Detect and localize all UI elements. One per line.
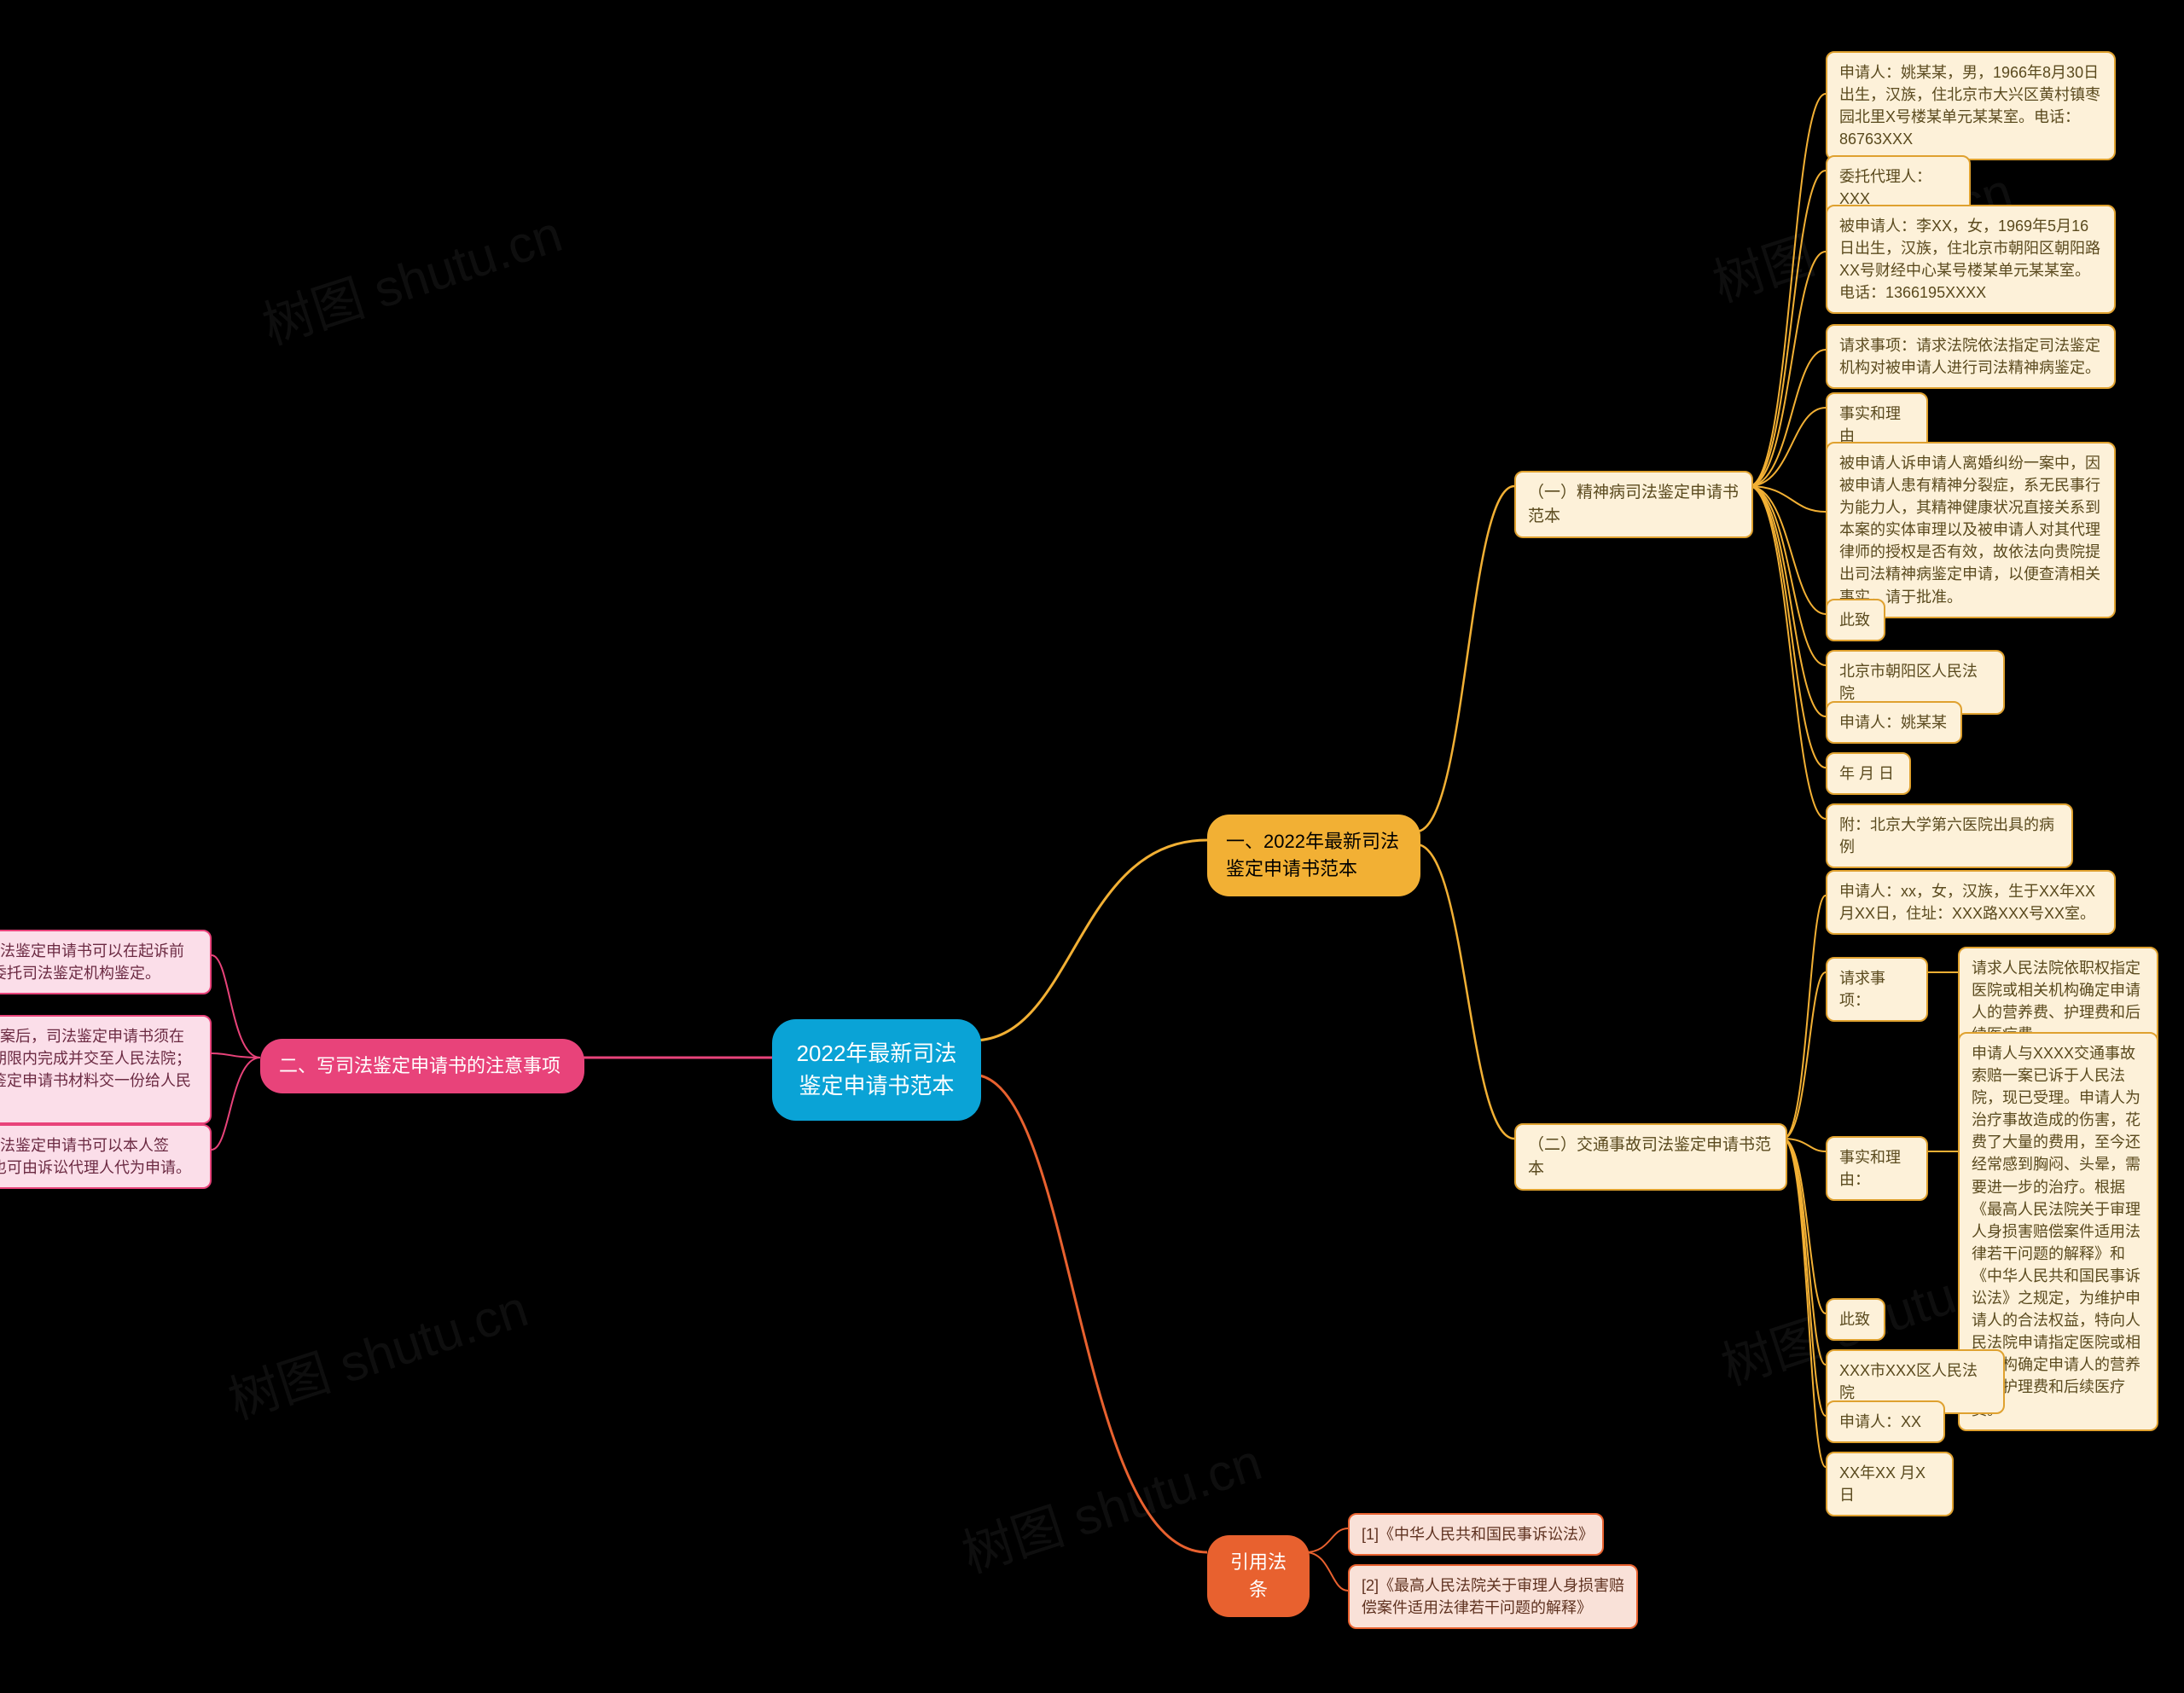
leaf-node[interactable]: 被申请人：李XX，女，1969年5月16日出生，汉族，住北京市朝阳区朝阳路XX号… (1826, 205, 2116, 314)
watermark: 树图 shutu.cn (252, 193, 570, 359)
leaf-node-label[interactable]: 事实和理由： (1826, 1136, 1928, 1201)
leaf-node[interactable]: 附：北京大学第六医院出具的病例 (1826, 803, 2073, 868)
leaf-node[interactable]: 请求事项：请求法院依法指定司法鉴定机构对被申请人进行司法精神病鉴定。 (1826, 324, 2116, 389)
section-1[interactable]: 一、2022年最新司法鉴定申请书范本 (1207, 815, 1420, 896)
leaf-node-label[interactable]: 请求事项： (1826, 957, 1928, 1022)
section-2[interactable]: 二、写司法鉴定申请书的注意事项 (260, 1039, 584, 1093)
leaf-node[interactable]: 申请人：XX (1826, 1400, 1945, 1443)
leaf-node[interactable]: 3、司法鉴定申请书可以本人签名，也可由诉讼代理人代为申请。 (0, 1124, 212, 1189)
leaf-node[interactable]: [1]《中华人民共和国民事诉讼法》 (1348, 1513, 1604, 1556)
leaf-node[interactable]: 申请人：姚某某，男，1966年8月30日出生，汉族，住北京市大兴区黄村镇枣园北里… (1826, 51, 2116, 160)
leaf-node[interactable]: 被申请人诉申请人离婚纠纷一案中，因被申请人患有精神分裂症，系无民事行为能力人，其… (1826, 442, 2116, 618)
leaf-node[interactable]: XX年XX 月X日 (1826, 1452, 1954, 1516)
leaf-node[interactable]: 1、司法鉴定申请书可以在起诉前单方委托司法鉴定机构鉴定。 (0, 930, 212, 994)
watermark: 树图 shutu.cn (218, 1267, 536, 1434)
leaf-node[interactable]: [2]《最高人民法院关于审理人身损害赔偿案件适用法律若干问题的解释》 (1348, 1564, 1638, 1629)
section-1-sub-2[interactable]: （二）交通事故司法鉴定申请书范本 (1514, 1123, 1787, 1191)
leaf-node[interactable]: 申请人：xx，女，汉族，生于XX年XX月XX日，住址：XXX路XXX号XX室。 (1826, 870, 2116, 935)
leaf-node[interactable]: 2、立案后，司法鉴定申请书须在举证期限内完成并交至人民法院；司法鉴定申请书材料交… (0, 1015, 212, 1124)
root-node[interactable]: 2022年最新司法鉴定申请书范本 (772, 1019, 981, 1121)
section-1-sub-1[interactable]: （一）精神病司法鉴定申请书范本 (1514, 471, 1753, 538)
leaf-node[interactable]: 此致 (1826, 599, 1885, 641)
mindmap-canvas: 树图 shutu.cn 树图 shutu.cn 树图 shutu.cn 树图 s… (0, 0, 2184, 1693)
leaf-node[interactable]: 此致 (1826, 1298, 1885, 1341)
section-3[interactable]: 引用法条 (1207, 1535, 1310, 1617)
leaf-node[interactable]: 申请人：姚某某 (1826, 701, 1962, 744)
leaf-node[interactable]: 年 月 日 (1826, 752, 1911, 795)
